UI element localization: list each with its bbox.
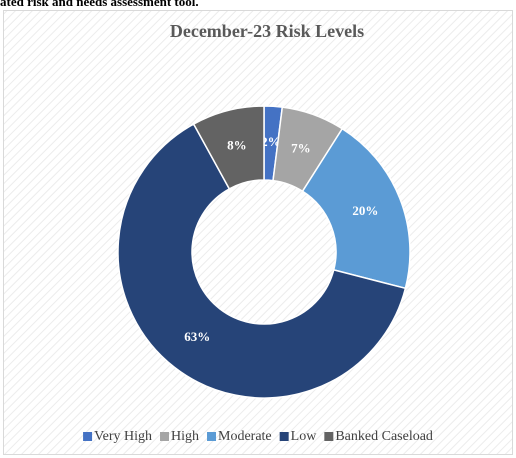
legend-label: Low xyxy=(291,429,318,444)
legend-label: Banked Caseload xyxy=(335,429,433,444)
legend-swatch xyxy=(324,432,334,441)
legend-label: Moderate xyxy=(218,429,272,444)
legend-swatch xyxy=(83,432,93,441)
legend-swatch xyxy=(279,432,289,441)
page-text: ated risk and needs assessment tool. xyxy=(0,0,199,9)
data-label: 8% xyxy=(227,137,247,152)
legend-label: High xyxy=(171,429,199,444)
legend-label: Very High xyxy=(94,429,152,444)
data-label: 2% xyxy=(261,134,281,149)
data-label: 20% xyxy=(352,203,378,218)
data-label: 63% xyxy=(184,329,210,344)
legend-swatch xyxy=(207,432,217,441)
data-label: 7% xyxy=(291,140,311,155)
chart-title: December-23 Risk Levels xyxy=(170,21,364,41)
legend: Very High High Moderate Low Banked Caseload xyxy=(83,429,433,444)
slice xyxy=(192,105,265,190)
slice xyxy=(117,123,407,399)
legend-swatch xyxy=(160,432,170,441)
slice xyxy=(301,127,411,290)
